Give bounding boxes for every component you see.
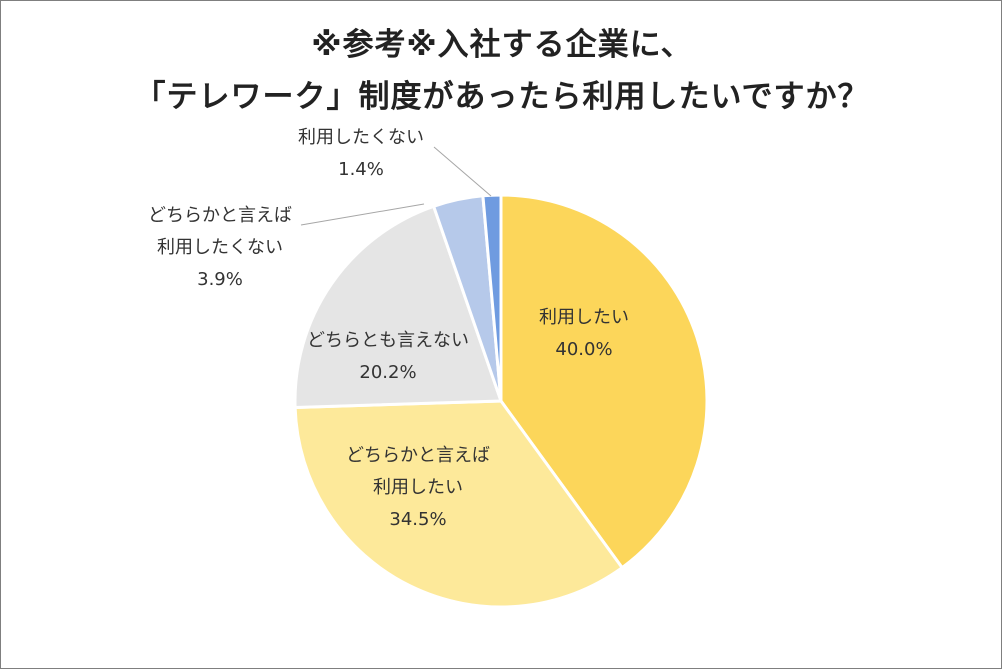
slice-category-label-3: 利用したくない [157, 237, 283, 258]
pie-slice-0 [499, 193, 709, 570]
slice-label-1: どちらかと言えば利用したい 34.5% [346, 445, 490, 530]
slice-value-label-4: 1.4% [338, 159, 384, 180]
pie-slice-1 [293, 399, 624, 609]
leader-line-4 [433, 146, 492, 197]
slice-value-label-3: 3.9% [197, 269, 243, 290]
slice-value-label-0: 40.0% [555, 339, 612, 360]
slice-value-label-2: 20.2% [359, 362, 416, 383]
pie-slice-4 [481, 193, 503, 403]
chart-title-line-1: ※参考※入社する企業に、 [311, 27, 693, 63]
slice-category-label-0: 利用したい [539, 307, 629, 328]
slice-category-label-1: 利用したい [373, 477, 463, 498]
chart-title: ※参考※入社する企業に、 「テレワーク」制度があったら利用したいですか？ [1, 19, 1002, 123]
slice-value-label-1: 34.5% [389, 509, 446, 530]
chart-title-line-2: 「テレワーク」制度があったら利用したいですか？ [134, 79, 870, 115]
leader-line-3 [300, 203, 425, 226]
slice-label-2: どちらとも言えない 20.2% [307, 330, 469, 383]
slice-label-4: 利用したくない 1.4% [298, 127, 424, 180]
slice-labels: 利用したい 40.0%どちらかと言えば利用したい 34.5%どちらとも言えない 20.… [148, 127, 629, 530]
slice-category-label-3: どちらかと言えば [148, 205, 292, 226]
pie-slices [293, 193, 709, 609]
slice-label-3: どちらかと言えば利用したくない 3.9% [148, 205, 292, 290]
slice-label-0: 利用したい 40.0% [539, 307, 629, 360]
slice-category-label-1: どちらかと言えば [346, 445, 490, 466]
slice-category-label-2: どちらとも言えない [307, 330, 469, 351]
leader-lines [300, 146, 492, 226]
slice-category-label-4: 利用したくない [298, 127, 424, 148]
